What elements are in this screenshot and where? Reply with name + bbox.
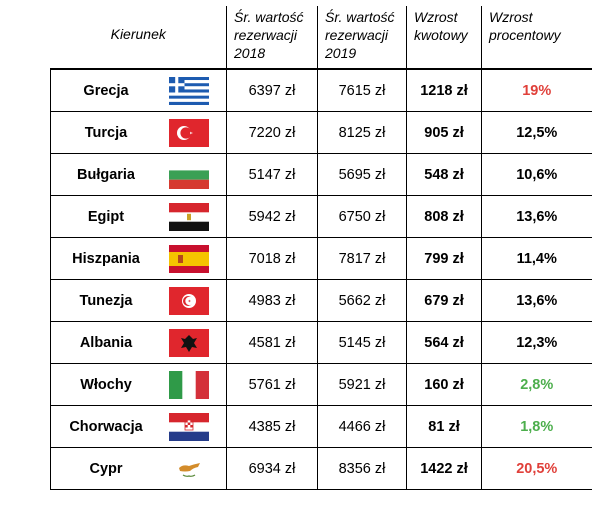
- growth-amount-value: 799 zł: [406, 237, 482, 280]
- spain-flag-icon: [169, 244, 209, 273]
- growth-percent-value: 2,8%: [481, 363, 592, 406]
- table-row: Bułgaria 5147 zł 5695 zł 548 zł 10,6%: [50, 153, 592, 196]
- growth-percent-value: 1,8%: [481, 405, 592, 448]
- avg-2018-value: 4385 zł: [226, 405, 318, 448]
- growth-percent-value: 19%: [481, 69, 592, 112]
- growth-amount-value: 1218 zł: [406, 69, 482, 112]
- header-destination: Kierunek: [50, 6, 227, 70]
- destination-name: Turcja: [84, 124, 128, 141]
- avg-2018-value: 5147 zł: [226, 153, 318, 196]
- table-row: Chorwacja 4385 zł 4466 zł 81 zł 1,8%: [50, 405, 592, 448]
- avg-2018-value: 6934 zł: [226, 447, 318, 490]
- greece-flag-icon: [169, 76, 209, 105]
- destination-cell: Tunezja: [50, 279, 227, 322]
- destination-name: Cypr: [89, 460, 123, 477]
- growth-percent-value: 11,4%: [481, 237, 592, 280]
- table-row: Albania 4581 zł 5145 zł 564 zł 12,3%: [50, 321, 592, 364]
- growth-amount-value: 808 zł: [406, 195, 482, 238]
- destination-name: Bułgaria: [76, 166, 135, 183]
- table-row: Grecja 6397 zł 7615 zł 1218 zł 19%: [50, 69, 592, 112]
- destination-cell: Chorwacja: [50, 405, 227, 448]
- avg-2019-value: 4466 zł: [317, 405, 407, 448]
- destination-cell: Bułgaria: [50, 153, 227, 196]
- avg-2018-value: 5942 zł: [226, 195, 318, 238]
- header-row: Kierunek Śr. wartość rezerwacji 2018 Śr. w…: [50, 6, 592, 70]
- destination-name: Hiszpania: [72, 250, 140, 267]
- header-avg-2018: Śr. wartość rezerwacji 2018: [226, 6, 318, 70]
- booking-value-table: Kierunek Śr. wartość rezerwacji 2018 Śr. w…: [50, 6, 592, 490]
- destination-name: Włochy: [80, 376, 132, 393]
- growth-amount-value: 160 zł: [406, 363, 482, 406]
- italy-flag-icon: [169, 370, 209, 399]
- destination-name: Chorwacja: [69, 418, 143, 435]
- avg-2019-value: 8356 zł: [317, 447, 407, 490]
- destination-cell: Hiszpania: [50, 237, 227, 280]
- avg-2019-value: 5921 zł: [317, 363, 407, 406]
- growth-percent-value: 12,3%: [481, 321, 592, 364]
- avg-2018-value: 7018 zł: [226, 237, 318, 280]
- header-growth-amount: Wzrost kwotowy: [406, 6, 482, 70]
- table-row: Cypr 6934 zł 8356 zł 1422 zł 20,5%: [50, 447, 592, 490]
- growth-amount-value: 1422 zł: [406, 447, 482, 490]
- croatia-flag-icon: [169, 412, 209, 441]
- growth-amount-value: 81 zł: [406, 405, 482, 448]
- destination-cell: Włochy: [50, 363, 227, 406]
- growth-amount-value: 548 zł: [406, 153, 482, 196]
- destination-cell: Cypr: [50, 447, 227, 490]
- cyprus-flag-icon: [169, 454, 209, 483]
- avg-2019-value: 6750 zł: [317, 195, 407, 238]
- avg-2018-value: 7220 zł: [226, 111, 318, 154]
- growth-amount-value: 564 zł: [406, 321, 482, 364]
- destination-cell: Albania: [50, 321, 227, 364]
- destination-cell: Grecja: [50, 69, 227, 112]
- header-avg-2019: Śr. wartość rezerwacji 2019: [317, 6, 407, 70]
- table-row: Tunezja 4983 zł 5662 zł 679 zł 13,6%: [50, 279, 592, 322]
- tunisia-flag-icon: [169, 286, 209, 315]
- albania-flag-icon: [169, 328, 209, 357]
- bulgaria-flag-icon: [169, 160, 209, 189]
- avg-2018-value: 4983 zł: [226, 279, 318, 322]
- avg-2018-value: 5761 zł: [226, 363, 318, 406]
- destination-name: Egipt: [87, 208, 125, 225]
- growth-percent-value: 13,6%: [481, 195, 592, 238]
- destination-name: Albania: [79, 334, 133, 351]
- growth-percent-value: 12,5%: [481, 111, 592, 154]
- growth-percent-value: 13,6%: [481, 279, 592, 322]
- table-row: Turcja 7220 zł 8125 zł 905 zł 12,5%: [50, 111, 592, 154]
- destination-name: Grecja: [83, 82, 129, 99]
- destination-cell: Turcja: [50, 111, 227, 154]
- avg-2019-value: 5145 zł: [317, 321, 407, 364]
- egypt-flag-icon: [169, 202, 209, 231]
- avg-2019-value: 5662 zł: [317, 279, 407, 322]
- growth-amount-value: 905 zł: [406, 111, 482, 154]
- table-row: Hiszpania 7018 zł 7817 zł 799 zł 11,4%: [50, 237, 592, 280]
- avg-2019-value: 8125 zł: [317, 111, 407, 154]
- growth-percent-value: 10,6%: [481, 153, 592, 196]
- avg-2018-value: 4581 zł: [226, 321, 318, 364]
- avg-2019-value: 7817 zł: [317, 237, 407, 280]
- destination-name: Tunezja: [79, 292, 133, 309]
- destination-cell: Egipt: [50, 195, 227, 238]
- avg-2019-value: 5695 zł: [317, 153, 407, 196]
- growth-percent-value: 20,5%: [481, 447, 592, 490]
- avg-2018-value: 6397 zł: [226, 69, 318, 112]
- avg-2019-value: 7615 zł: [317, 69, 407, 112]
- growth-amount-value: 679 zł: [406, 279, 482, 322]
- header-growth-percent: Wzrost procentowy: [481, 6, 592, 70]
- turkey-flag-icon: [169, 118, 209, 147]
- table-row: Egipt 5942 zł 6750 zł 808 zł 13,6%: [50, 195, 592, 238]
- table-row: Włochy 5761 zł 5921 zł 160 zł 2,8%: [50, 363, 592, 406]
